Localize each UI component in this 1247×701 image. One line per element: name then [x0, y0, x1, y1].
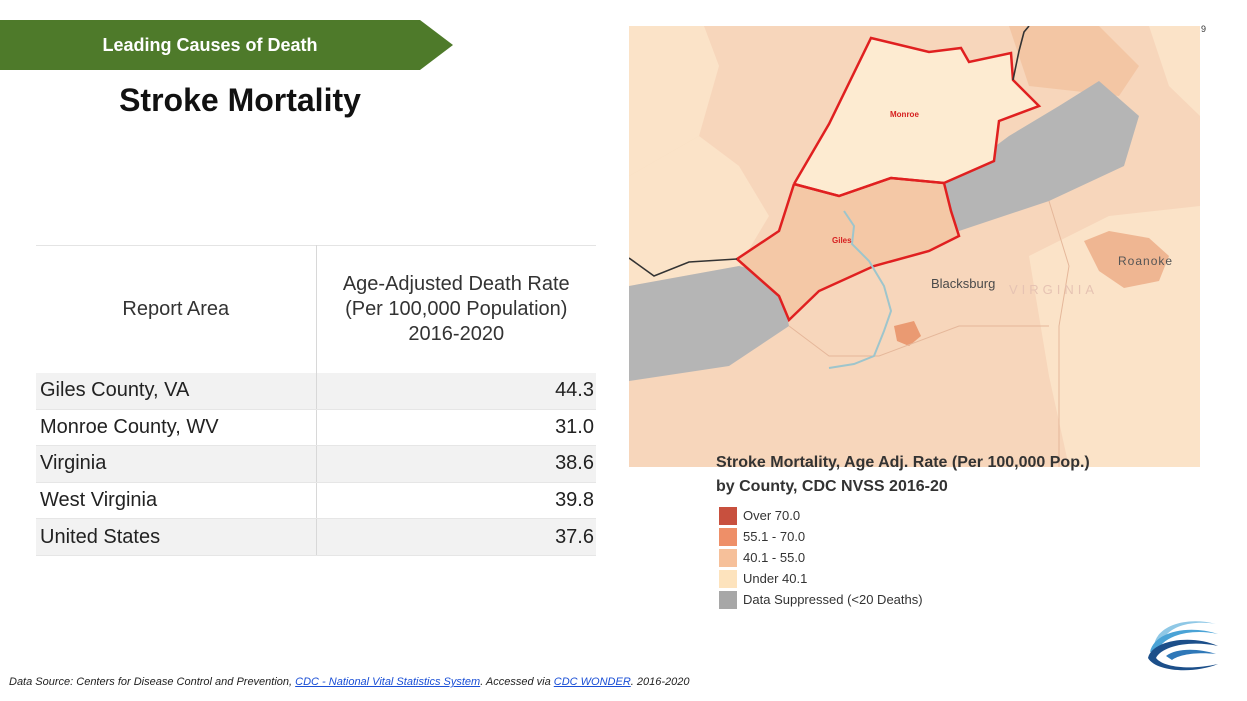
map-label-monroe: Monroe: [890, 110, 919, 119]
data-source-note: Data Source: Centers for Disease Control…: [9, 676, 689, 688]
map-label-giles: Giles: [832, 236, 852, 245]
row-rate: 38.6: [316, 445, 596, 483]
legend-label: 55.1 - 70.0: [743, 529, 806, 544]
source-middle: . Accessed via: [480, 676, 554, 688]
header-report-area: Report Area: [36, 245, 317, 373]
legend-swatch: [719, 506, 737, 525]
legend-item: 40.1 - 55.0: [719, 547, 923, 568]
map-state-border-west: [629, 257, 738, 277]
map-label-blacksburg: Blacksburg: [931, 276, 996, 291]
nvss-link[interactable]: CDC - National Vital Statistics System: [295, 676, 481, 688]
source-suffix: . 2016-2020: [630, 676, 690, 688]
header-rate-line-3: 2016-2020: [408, 322, 505, 345]
page-title: Stroke Mortality: [119, 82, 361, 118]
map-region-highrate-spot: [894, 321, 921, 346]
legend-list: Over 70.0 55.1 - 70.0 40.1 - 55.0 Under …: [719, 505, 923, 610]
map-outline-giles: [734, 176, 961, 323]
table-row: United States 37.6: [36, 518, 596, 556]
banner-arrow-shape: [0, 20, 453, 70]
map-label-roanoke: Roanoke: [1118, 254, 1174, 268]
map-canvas: [629, 26, 1200, 467]
table-row: Virginia 38.6: [36, 445, 596, 483]
legend-title-line-1: Stroke Mortality, Age Adj. Rate (Per 100…: [716, 454, 1090, 471]
map-region-suppressed-west: [629, 266, 789, 381]
map-state-border-north: [1012, 26, 1030, 81]
header-rate-line-1: Age-Adjusted Death Rate: [342, 272, 570, 295]
page-number: 9: [1201, 24, 1207, 34]
county-map: Monroe Giles Blacksburg VIRGINIA Roanoke: [629, 26, 1200, 467]
map-region-suppressed-east: [942, 81, 1139, 231]
legend-swatch: [719, 569, 737, 588]
section-banner: Leading Causes of Death: [0, 20, 453, 70]
row-rate: 31.0: [316, 409, 596, 447]
map-region-southwest-light: [629, 136, 769, 286]
row-area: Virginia: [36, 445, 317, 483]
map-region-north-mid: [1009, 26, 1139, 96]
row-rate: 44.3: [316, 372, 596, 410]
table-row: Monroe County, WV 31.0: [36, 409, 596, 447]
row-area: United States: [36, 518, 317, 556]
map-county-monroe: [794, 38, 1039, 196]
map-county-line: [788, 325, 1049, 357]
legend-swatch: [719, 548, 737, 567]
table-row: Giles County, VA 44.3: [36, 372, 596, 410]
legend-title-line-2: by County, CDC NVSS 2016-20: [716, 478, 948, 495]
legend-label: Under 40.1: [743, 571, 808, 586]
row-area: Giles County, VA: [36, 372, 317, 410]
row-rate: 37.6: [316, 518, 596, 556]
legend-title: Stroke Mortality, Age Adj. Rate (Per 100…: [716, 451, 1136, 499]
legend-item: Over 70.0: [719, 505, 923, 526]
row-area: West Virginia: [36, 482, 317, 520]
row-area: Monroe County, WV: [36, 409, 317, 447]
map-county-line: [1048, 200, 1070, 467]
source-prefix: Data Source: Centers for Disease Control…: [9, 676, 296, 688]
map-label-virginia: VIRGINIA: [1009, 282, 1099, 297]
banner-label: Leading Causes of Death: [102, 35, 318, 55]
map-county-giles: [737, 178, 959, 320]
header-death-rate: Age-Adjusted Death Rate (Per 100,000 Pop…: [316, 246, 596, 373]
legend-swatch: [719, 527, 737, 546]
legend-label: Data Suppressed (<20 Deaths): [743, 592, 923, 607]
legend-item: Data Suppressed (<20 Deaths): [719, 589, 923, 610]
map-region-west-light: [629, 26, 719, 176]
map-river: [828, 210, 893, 369]
table-header-row: Report Area Age-Adjusted Death Rate (Per…: [36, 245, 596, 373]
legend-swatch: [719, 590, 737, 609]
table-row: West Virginia 39.8: [36, 482, 596, 520]
legend-label: Over 70.0: [743, 508, 801, 523]
legend-label: 40.1 - 55.0: [743, 550, 806, 565]
map-region-northeast-light: [1149, 26, 1200, 116]
map-region-roanoke: [1084, 231, 1169, 288]
cdc-wonder-link[interactable]: CDC WONDER: [553, 676, 631, 688]
row-rate: 39.8: [316, 482, 596, 520]
legend-item: Under 40.1: [719, 568, 923, 589]
organization-logo-icon: [1148, 621, 1218, 671]
legend-item: 55.1 - 70.0: [719, 526, 923, 547]
mortality-table: Report Area Age-Adjusted Death Rate (Per…: [36, 245, 596, 556]
header-rate-line-2: (Per 100,000 Population): [345, 297, 568, 320]
